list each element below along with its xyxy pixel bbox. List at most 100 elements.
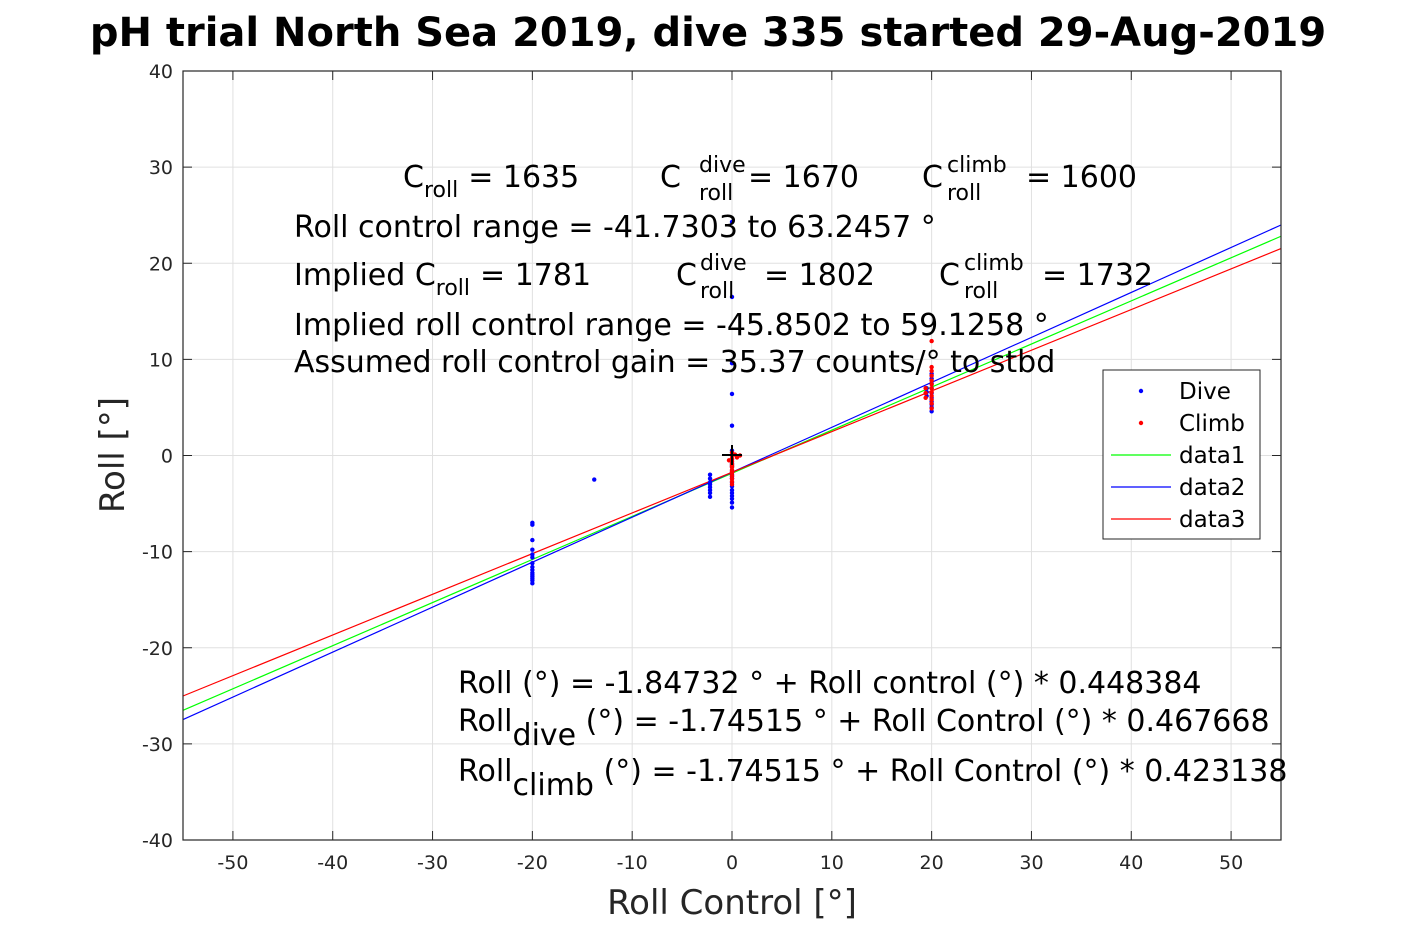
equation-roll-climb: Rollclimb (°) = -1.74515 ° + Roll Contro… [458, 754, 1287, 803]
svg-text:C: C [676, 258, 697, 293]
svg-text:= 1600: = 1600 [1026, 160, 1137, 195]
roll-control-range: Roll control range = -41.7303 to 63.2457… [294, 210, 936, 245]
point-dive [707, 494, 713, 500]
x-tick-label: 40 [1119, 852, 1143, 874]
legend-label-data1: data1 [1179, 443, 1245, 469]
svg-text:dive: dive [700, 251, 747, 276]
legend-label-data3: data3 [1179, 507, 1245, 533]
y-axis-label: Roll [°] [93, 397, 133, 513]
legend-marker-climb [1138, 420, 1144, 426]
point-climb [923, 390, 928, 396]
svg-text:climb: climb [964, 251, 1024, 276]
y-tick-label: -40 [142, 830, 173, 852]
x-tick-label: 20 [920, 852, 944, 874]
point-dive [707, 490, 713, 496]
point-dive [729, 505, 735, 510]
c-roll-climb-annotation: C climb roll = 1600 [922, 153, 1137, 206]
legend-marker-dive [1138, 388, 1144, 394]
y-tick-label: 20 [149, 253, 173, 275]
point-dive [707, 476, 713, 481]
point-climb [929, 364, 934, 370]
implied-roll-control-range: Implied roll control range = -45.8502 to… [294, 308, 1049, 343]
y-tick-label: 0 [161, 446, 173, 468]
y-tick-label: 30 [149, 157, 173, 179]
point-climb [929, 368, 934, 374]
x-tick-label: 0 [726, 852, 738, 874]
x-axis-ticks: -50 -40 -30 -20 -10 0 10 20 30 40 50 [217, 71, 1243, 874]
x-tick-label: 50 [1219, 852, 1243, 874]
svg-text:roll: roll [947, 181, 981, 206]
point-climb [923, 386, 928, 391]
point-dive [592, 477, 597, 482]
equation-roll: Roll (°) = -1.84732 ° + Roll control (°)… [458, 666, 1202, 701]
y-tick-label: -10 [142, 542, 173, 564]
c-roll-annotation: Croll = 1635 [403, 160, 579, 203]
y-axis-ticks: -40 -30 -20 -10 0 10 20 30 40 [142, 61, 1281, 852]
svg-text:= 1802: = 1802 [764, 258, 875, 293]
svg-text:C: C [939, 258, 960, 293]
equation-roll-dive: Rolldive (°) = -1.74515 ° + Roll Control… [458, 704, 1270, 753]
implied-c-roll-climb: C climb roll = 1732 [939, 251, 1153, 304]
x-tick-label: -50 [217, 852, 248, 874]
point-dive [729, 219, 735, 225]
x-tick-label: -10 [617, 852, 648, 874]
point-dive [729, 496, 735, 501]
y-tick-label: 40 [149, 61, 173, 83]
data-points [530, 219, 934, 586]
point-dive [707, 472, 713, 477]
point-climb [929, 386, 934, 391]
y-tick-label: -30 [142, 734, 173, 756]
point-dive [729, 423, 735, 428]
svg-text:C: C [660, 160, 681, 195]
svg-text:roll: roll [964, 279, 998, 304]
svg-text:= 1670: = 1670 [748, 160, 859, 195]
assumed-gain: Assumed roll control gain = 35.37 counts… [294, 345, 1055, 380]
point-dive [530, 560, 535, 566]
x-tick-label: 10 [820, 852, 844, 874]
y-tick-label: -20 [142, 638, 173, 660]
point-dive [729, 294, 735, 300]
legend-label-dive: Dive [1179, 379, 1231, 405]
x-axis-label: Roll Control [°] [607, 883, 857, 923]
point-climb [929, 406, 934, 411]
x-tick-label: -20 [517, 852, 548, 874]
implied-c-roll: Implied Croll = 1781 [294, 258, 591, 301]
y-tick-label: 10 [149, 349, 173, 371]
chart-title: pH trial North Sea 2019, dive 335 starte… [90, 10, 1326, 56]
svg-text:roll: roll [699, 181, 733, 206]
point-dive [530, 552, 535, 557]
svg-text:roll: roll [700, 279, 734, 304]
point-climb [729, 482, 735, 487]
x-tick-label: -40 [317, 852, 348, 874]
point-climb [929, 378, 934, 383]
point-climb [929, 389, 934, 395]
x-tick-label: 30 [1019, 852, 1043, 874]
point-climb [929, 338, 934, 344]
point-climb [929, 397, 934, 402]
point-climb [929, 401, 934, 406]
point-climb [729, 463, 735, 469]
point-climb [929, 382, 934, 387]
x-tick-label: -30 [417, 852, 448, 874]
point-dive [729, 391, 735, 397]
svg-text:C: C [922, 160, 943, 195]
legend-label-data2: data2 [1179, 475, 1245, 501]
origin-marker [722, 445, 742, 465]
point-dive [530, 547, 535, 552]
svg-text:= 1732: = 1732 [1042, 258, 1153, 293]
point-climb [929, 393, 934, 399]
implied-c-roll-dive: C dive roll = 1802 [676, 251, 875, 304]
point-climb [729, 469, 735, 475]
point-dive [729, 500, 735, 505]
svg-text:dive: dive [699, 153, 746, 178]
point-dive [530, 537, 535, 543]
svg-text:climb: climb [947, 153, 1007, 178]
point-climb [726, 458, 732, 463]
legend-label-climb: Climb [1179, 411, 1245, 437]
axes-box [182, 70, 1282, 841]
point-climb [929, 373, 934, 378]
point-dive [530, 581, 535, 586]
annotations: Croll = 1635 C dive roll = 1670 C climb r… [294, 153, 1287, 803]
legend: Dive Climb data1 data2 data3 [1102, 369, 1261, 540]
